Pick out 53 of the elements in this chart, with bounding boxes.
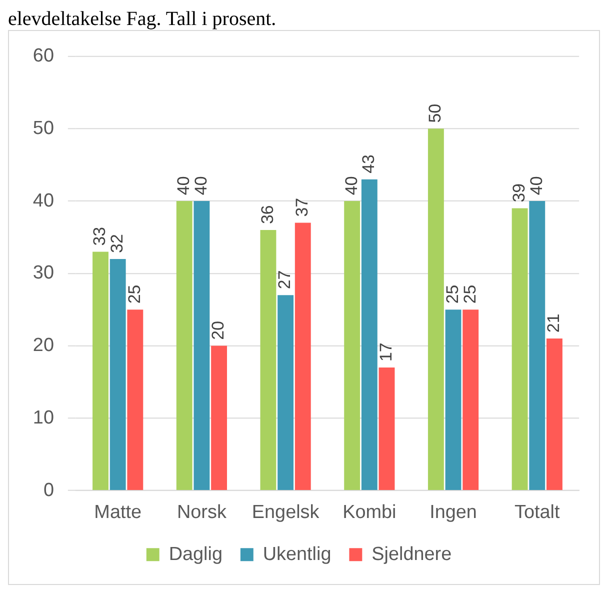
bar bbox=[378, 368, 395, 490]
bar bbox=[529, 201, 546, 490]
data-label: 20 bbox=[208, 320, 228, 340]
data-label: 36 bbox=[258, 205, 277, 224]
bar bbox=[194, 201, 210, 490]
bar bbox=[344, 201, 360, 490]
bar bbox=[462, 310, 479, 490]
data-label: 17 bbox=[376, 342, 396, 362]
data-label: 25 bbox=[460, 284, 480, 304]
data-label: 25 bbox=[442, 284, 462, 304]
data-label: 32 bbox=[108, 234, 127, 253]
bar bbox=[260, 230, 276, 490]
data-label: 37 bbox=[292, 198, 312, 217]
chart-title: elevdeltakelse Fag. Tall i prosent. bbox=[8, 8, 278, 30]
data-label: 43 bbox=[359, 154, 378, 174]
x-tick-label: Norsk bbox=[176, 502, 227, 524]
bar bbox=[445, 310, 462, 490]
data-label: 40 bbox=[191, 176, 210, 196]
y-tick-label: 40 bbox=[32, 190, 54, 212]
data-label: 21 bbox=[544, 314, 564, 333]
data-label: 39 bbox=[509, 183, 528, 202]
data-label: 40 bbox=[342, 176, 361, 196]
x-tick-label: Engelsk bbox=[252, 502, 320, 524]
bar bbox=[512, 208, 528, 490]
y-tick-label: 30 bbox=[32, 262, 54, 284]
bar bbox=[546, 338, 562, 490]
y-tick-label: 60 bbox=[32, 46, 54, 67]
bar bbox=[176, 201, 192, 490]
bar bbox=[110, 258, 126, 490]
x-tick-label: Matte bbox=[94, 502, 142, 524]
y-tick-label: 20 bbox=[32, 335, 54, 356]
x-tick-label: Ingen bbox=[430, 502, 477, 524]
data-label: 27 bbox=[275, 270, 294, 290]
bar bbox=[294, 222, 311, 490]
data-label: 40 bbox=[526, 176, 546, 196]
y-tick-label: 0 bbox=[43, 480, 54, 501]
x-tick-label: Totalt bbox=[514, 502, 560, 524]
bar bbox=[92, 252, 108, 490]
x-tick-label: Kombi bbox=[342, 502, 396, 524]
data-label: 25 bbox=[124, 284, 144, 304]
bar bbox=[361, 179, 378, 490]
legend-label: Sjeldnere bbox=[372, 544, 452, 565]
bar bbox=[278, 295, 294, 490]
legend-label: Ukentlig bbox=[262, 544, 332, 565]
bar bbox=[211, 346, 227, 490]
bar bbox=[127, 310, 144, 490]
data-label: 50 bbox=[426, 104, 445, 123]
legend-label: Daglig bbox=[168, 544, 222, 565]
data-label: 33 bbox=[90, 226, 110, 246]
bar bbox=[428, 128, 444, 490]
y-tick-label: 50 bbox=[32, 118, 54, 139]
data-label: 40 bbox=[174, 176, 194, 196]
y-tick-label: 10 bbox=[32, 407, 54, 428]
